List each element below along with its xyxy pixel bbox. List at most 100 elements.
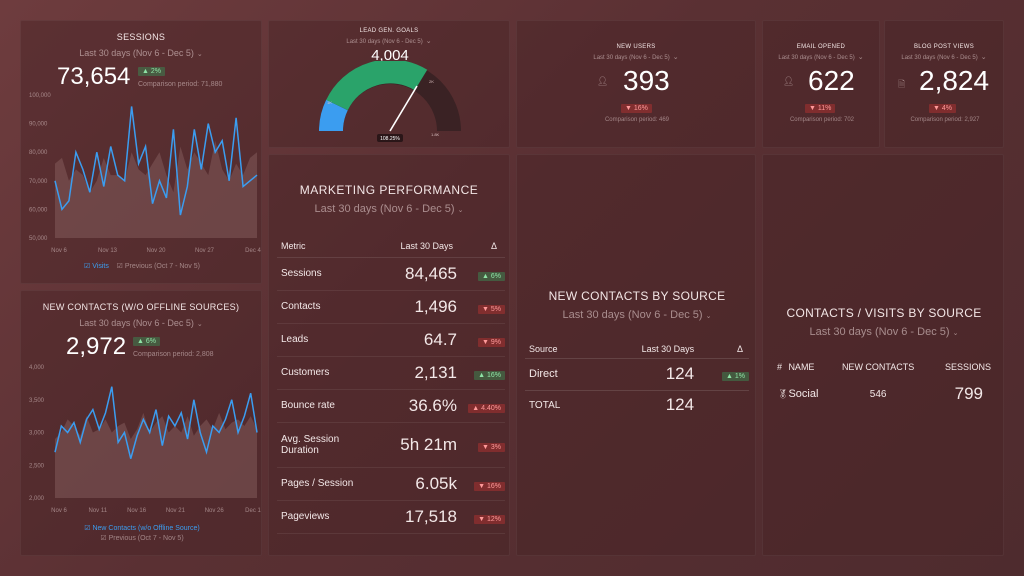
metric-value: 1,496 (367, 290, 465, 324)
x-tick-label: Nov 26 (205, 508, 225, 514)
table-row: Sessions 84,465 ▲ 6% (277, 257, 505, 291)
x-tick-label: Nov 27 (195, 248, 215, 254)
kpi-change: 16% (633, 105, 648, 112)
gauge-blue-segment (318, 99, 348, 132)
lead-gen-period-dropdown[interactable]: Last 30 days (Nov 6 - Dec 5) ⌄ (269, 37, 509, 45)
new-contacts-period: Last 30 days (Nov 6 - Dec 5) (79, 318, 194, 328)
chevron-down-icon: ⌄ (857, 54, 864, 61)
previous-series-area (55, 140, 257, 238)
chevron-down-icon: ⌄ (672, 54, 679, 61)
contacts-by-source-title: NEW CONTACTS BY SOURCE (548, 289, 726, 303)
user-icon: 👤︎ (783, 76, 795, 86)
new-contacts-period-dropdown[interactable]: Last 30 days (Nov 6 - Dec 5) ⌄ (21, 318, 261, 328)
y-tick-label: 90,000 (29, 122, 48, 128)
metric-change-badge: ▼ 12% (474, 514, 505, 524)
kpi-period: Last 30 days (Nov 6 - Dec 5) (901, 55, 978, 61)
kpi-period-dropdown[interactable]: Last 30 days (Nov 6 - Dec 5) ⌄ (885, 53, 1003, 61)
y-tick-label: 3,500 (29, 398, 45, 404)
contacts-visits-title: CONTACTS / VISITS BY SOURCE (786, 306, 982, 320)
metric-change-badge: ▲ 6% (478, 271, 505, 281)
sessions-period: Last 30 days (Nov 6 - Dec 5) (79, 48, 194, 58)
sessions-comparison: Comparison period: 71,880 (138, 81, 223, 88)
col-num: # (777, 362, 783, 372)
kpi-blog-post-views: BLOG POST VIEWS Last 30 days (Nov 6 - De… (884, 20, 1004, 148)
contacts-visits-panel: CONTACTS / VISITS BY SOURCE Last 30 days… (762, 154, 1004, 556)
col-source: Source (525, 340, 592, 359)
x-tick-label: Nov 6 (51, 508, 67, 514)
sessions-period-dropdown[interactable]: Last 30 days (Nov 6 - Dec 5) ⌄ (21, 48, 261, 58)
gauge-needle (389, 85, 418, 132)
col-value: Last 30 Days (591, 340, 699, 359)
chevron-down-icon: ⌄ (980, 54, 987, 61)
contacts-by-source-period-dropdown[interactable]: Last 30 days (Nov 6 - Dec 5) ⌄ (517, 309, 757, 321)
table-row: Avg. Session Duration 5h 21m ▼ 3% (277, 422, 505, 468)
kpi-comparison: Comparison period: 469 (604, 117, 670, 123)
table-row: Customers 2,131 ▲ 16% (277, 356, 505, 390)
table-row: Direct 124 ▲ 1% (525, 358, 749, 391)
metric-value: 5h 21m (367, 422, 465, 468)
metric-name: Sessions (277, 257, 367, 291)
x-tick-label: Dec 4 (245, 248, 261, 254)
marketing-period-dropdown[interactable]: Last 30 days (Nov 6 - Dec 5) ⌄ (269, 203, 509, 215)
metric-value: 84,465 (367, 257, 465, 291)
lead-gen-title: LEAD GEN. GOALS (359, 28, 419, 34)
kpi-period-dropdown[interactable]: Last 30 days (Nov 6 - Dec 5) ⌄ (763, 53, 879, 61)
contacts-by-source-period: Last 30 days (Nov 6 - Dec 5) (562, 309, 703, 321)
legend-visits[interactable]: ☑ Visits (84, 263, 109, 270)
marketing-performance-panel: MARKETING PERFORMANCE Last 30 days (Nov … (268, 154, 510, 556)
metric-value: 64.7 (367, 323, 465, 357)
kpi-comparison: Comparison period: 2,927 (910, 117, 980, 123)
metric-change-badge: ▼ 3% (478, 442, 505, 452)
table-row: Pages / Session 6.05k ▼ 16% (277, 467, 505, 501)
new-contacts-comparison: Comparison period: 2,808 (133, 351, 214, 358)
metric-value: 36.6% (367, 389, 465, 423)
table-row: 🏅︎ Social 546 799 (773, 377, 995, 411)
lead-gen-gauge: 1K 2K 1.8K 108.25% (318, 61, 461, 142)
table-row: Pageviews 17,518 ▼ 12% (277, 500, 505, 534)
col-delta: Δ (465, 235, 505, 258)
kpi-value: 622 (808, 65, 855, 96)
y-tick-label: 4,000 (29, 365, 45, 371)
col-delta: Δ (698, 340, 749, 359)
metric-change-badge: ▼ 5% (478, 304, 505, 314)
kpi-change: 11% (817, 105, 832, 112)
gauge-tick-left: 1K (327, 100, 332, 105)
sessions-panel: SESSIONS Last 30 days (Nov 6 - Dec 5) ⌄ 7… (20, 20, 262, 284)
kpi-comparison: Comparison period: 702 (789, 117, 855, 123)
metric-name: Bounce rate (277, 389, 367, 423)
y-tick-label: 100,000 (29, 93, 51, 99)
metric-name: Contacts (277, 290, 367, 324)
kpi-period: Last 30 days (Nov 6 - Dec 5) (593, 55, 670, 61)
row-sessions: 799 (954, 384, 983, 403)
table-row: Contacts 1,496 ▼ 5% (277, 290, 505, 324)
contacts-visits-period-dropdown[interactable]: Last 30 days (Nov 6 - Dec 5) ⌄ (763, 326, 1005, 338)
y-tick-label: 2,000 (29, 496, 45, 502)
chevron-down-icon: ⌄ (457, 207, 464, 214)
medal-icon: 🏅︎ (777, 388, 789, 399)
kpi-change: 4% (941, 105, 952, 112)
kpi-value: 393 (623, 65, 670, 96)
y-tick-label: 2,500 (29, 463, 45, 469)
contacts-visits-period: Last 30 days (Nov 6 - Dec 5) (809, 326, 950, 338)
kpi-period-dropdown[interactable]: Last 30 days (Nov 6 - Dec 5) ⌄ (517, 53, 755, 61)
gauge-label: 108.25% (380, 136, 400, 142)
legend-previous[interactable]: ☑ Previous (Oct 7 - Nov 5) (100, 535, 184, 542)
metric-change-badge: ▲ 4.40% (468, 403, 505, 413)
gauge-tick-right: 1.8K (431, 132, 440, 137)
total-value: 124 (665, 395, 695, 415)
col-sessions: SESSIONS (944, 362, 991, 372)
current-series-line (54, 386, 258, 459)
table-row: Leads 64.7 ▼ 9% (277, 323, 505, 357)
y-tick-label: 70,000 (29, 179, 48, 185)
legend-new-contacts[interactable]: ☑ New Contacts (w/o Offline Source) (84, 525, 200, 532)
metric-value: 17,518 (367, 500, 465, 534)
x-tick-label: Nov 16 (127, 508, 147, 514)
contacts-by-source-panel: NEW CONTACTS BY SOURCE Last 30 days (Nov… (516, 154, 756, 556)
legend-previous[interactable]: ☑ Previous (Oct 7 - Nov 5) (116, 263, 200, 270)
kpi-change-badge: ▼ 16% (621, 104, 652, 113)
new-contacts-value: 2,972 (66, 333, 127, 360)
user-icon: 👤︎ (597, 76, 609, 86)
sessions-value: 73,654 (57, 63, 131, 90)
contacts-by-source-table: Source Last 30 Days Δ Direct 124 ▲ 1% TO… (525, 340, 749, 420)
x-tick-label: Nov 21 (166, 508, 186, 514)
